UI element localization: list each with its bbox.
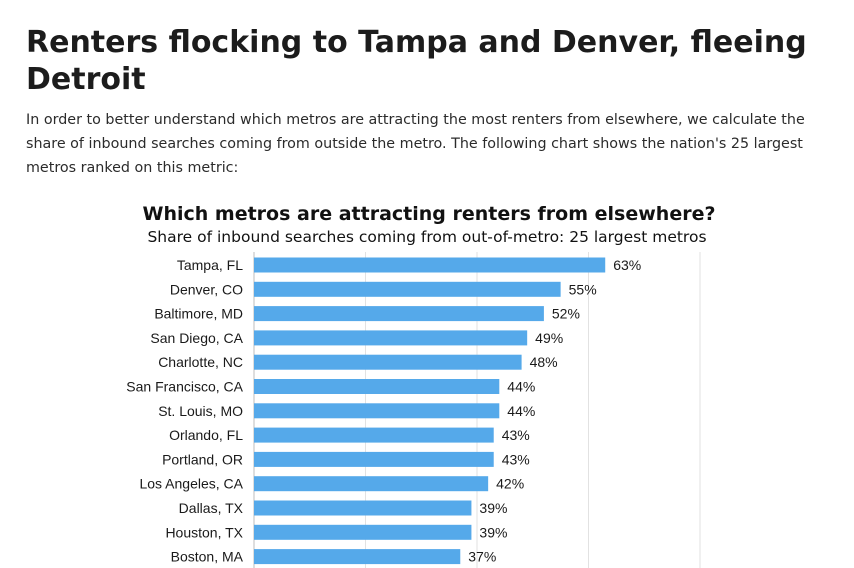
category-label: San Francisco, CA [126,379,243,395]
category-label: Denver, CO [170,281,243,297]
chart-row: Orlando, FL 43% [169,427,530,443]
value-label: 49% [535,330,563,346]
bar [254,257,606,273]
chart-row: Tampa, FL 63% [177,257,641,273]
bar [254,427,494,443]
value-label: 43% [502,427,530,443]
value-label: 39% [479,500,507,516]
value-label: 42% [496,476,524,492]
chart-row: Denver, CO 55% [170,281,597,297]
chart-row: Baltimore, MD 52% [154,306,580,322]
chart-row: St. Louis, MO 44% [158,403,535,419]
chart-figure: Which metros are attracting renters from… [120,196,740,568]
bar [254,281,561,297]
chart-row: Boston, MA 37% [171,549,497,565]
value-label: 63% [613,257,641,273]
bar [254,330,528,346]
chart-row: San Francisco, CA 44% [126,379,535,395]
value-label: 37% [468,549,496,565]
value-label: 43% [502,451,530,467]
chart-row: Charlotte, NC 48% [158,354,557,370]
bar [254,354,522,370]
category-label: Charlotte, NC [158,354,243,370]
category-label: Boston, MA [171,549,244,565]
chart-row: Portland, OR 43% [162,451,530,467]
category-label: Houston, TX [165,524,243,540]
category-label: Dallas, TX [179,500,244,516]
bar [254,500,472,516]
chart-bars: Tampa, FL 63% Denver, CO 55% Baltimore, MD 52… [126,257,641,565]
bar [254,451,494,467]
chart-subtitle: Share of inbound searches coming from ou… [147,228,706,246]
bar [254,306,544,322]
category-label: St. Louis, MO [158,403,243,419]
category-label: Baltimore, MD [154,306,243,322]
chart-row: San Diego, CA 49% [150,330,563,346]
bar [254,549,461,565]
chart-row: Houston, TX 39% [165,524,507,540]
bar-chart: Which metros are attracting renters from… [126,203,716,568]
category-label: San Diego, CA [150,330,243,346]
value-label: 48% [530,354,558,370]
bar [254,379,500,394]
article-intro: In order to better understand which metr… [26,112,805,176]
category-label: Portland, OR [162,451,243,467]
category-label: Tampa, FL [177,257,243,273]
chart-row: Dallas, TX 39% [179,500,508,516]
bar [254,524,472,540]
value-label: 44% [507,379,535,395]
value-label: 39% [479,524,507,540]
category-label: Los Angeles, CA [139,476,243,492]
value-label: 55% [569,281,597,297]
chart-title: Which metros are attracting renters from… [143,203,716,225]
value-label: 44% [507,403,535,419]
bar [254,476,489,492]
value-label: 52% [552,306,580,322]
article-headline: Renters flocking to Tampa and Denver, fl… [26,25,807,97]
bar [254,403,500,419]
chart-row: Los Angeles, CA 42% [139,476,524,492]
category-label: Orlando, FL [169,427,243,443]
